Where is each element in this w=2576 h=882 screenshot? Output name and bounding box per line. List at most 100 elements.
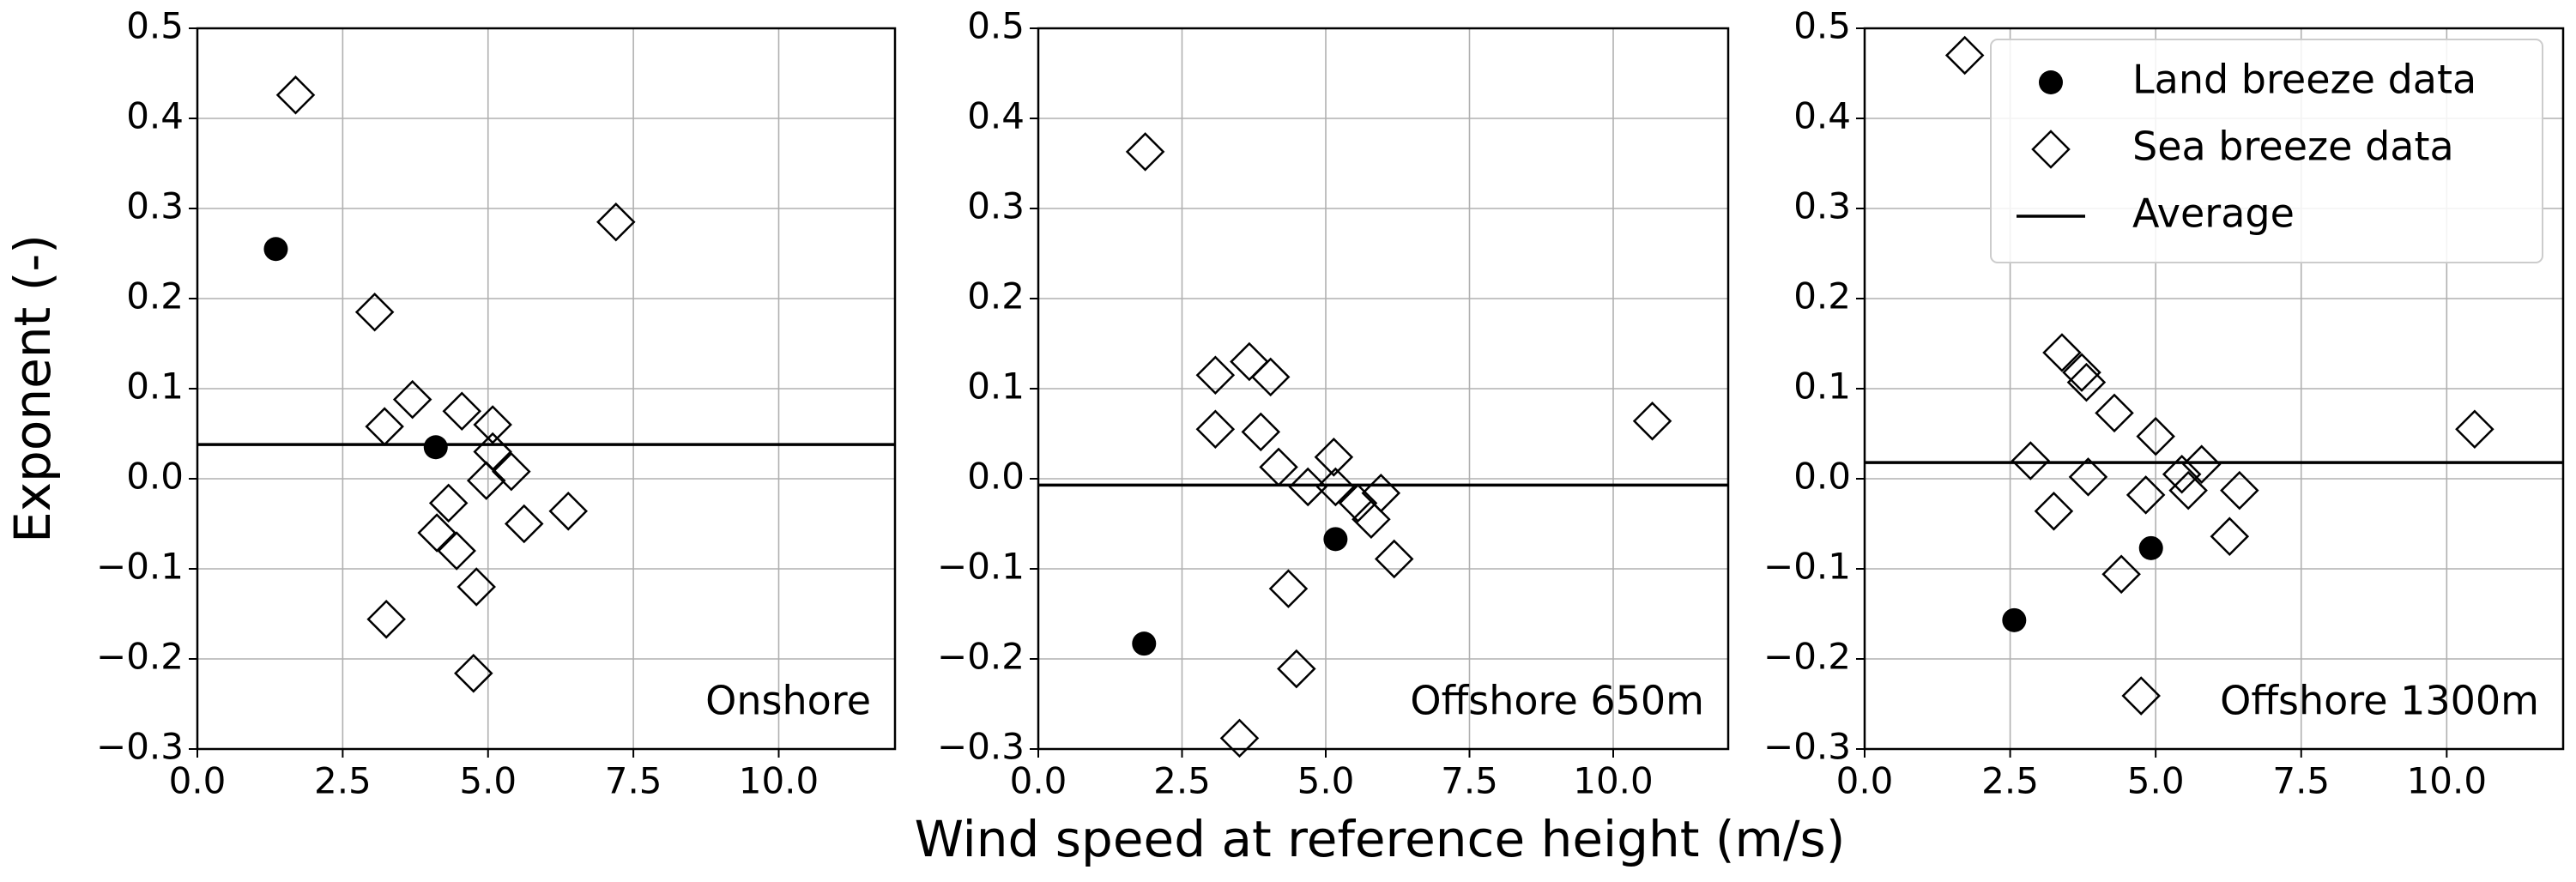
x-tick-label: 5.0 xyxy=(2127,760,2185,802)
y-tick-label: −0.1 xyxy=(96,546,184,588)
y-tick-label: 0.0 xyxy=(967,456,1025,498)
y-tick-label: 0.5 xyxy=(1793,5,1851,47)
panel: −0.3 −0.2 −0.1 0.0 0.1 0.2 0.3 0.4 0.5 0.0 2.5 5.0 7… xyxy=(1763,5,2565,802)
y-tick-label: −0.2 xyxy=(1763,636,1851,678)
sea-point xyxy=(2066,362,2107,402)
sea-point xyxy=(2121,676,2161,716)
land-point xyxy=(423,435,448,460)
sea-point xyxy=(442,391,482,432)
y-tick-label: 0.1 xyxy=(126,365,184,408)
sea-point xyxy=(1632,402,1672,441)
y-tick-label: −0.1 xyxy=(937,546,1025,588)
sea-point xyxy=(1259,447,1298,487)
x-tick-label: 5.0 xyxy=(459,760,517,802)
sea-point xyxy=(1361,474,1401,513)
sea-point xyxy=(1374,539,1414,579)
x-tick-label: 2.5 xyxy=(1981,760,2039,802)
plot-frame xyxy=(1863,27,2565,751)
sea-point xyxy=(1125,132,1165,172)
x-tick-label: 10.0 xyxy=(2407,760,2488,802)
annotation: Offshore 1300m xyxy=(2220,678,2539,724)
x-tick-label: 5.0 xyxy=(1297,760,1355,802)
legend-label: Land breeze data xyxy=(2132,57,2476,103)
y-tick-label: 0.2 xyxy=(967,275,1025,317)
x-tick-label: 2.5 xyxy=(1153,760,1211,802)
sea-point xyxy=(1219,718,1260,758)
sea-point xyxy=(1241,412,1281,452)
plot-frame xyxy=(1037,27,1730,751)
land-point xyxy=(263,237,288,262)
sea-point xyxy=(1277,649,1316,689)
x-axis-label: Wind speed at reference height (m/s) xyxy=(915,810,1846,868)
sea-point xyxy=(366,600,406,639)
sea-point xyxy=(1288,467,1327,507)
y-tick-label: 0.3 xyxy=(126,185,184,227)
sea-point xyxy=(473,405,512,444)
land-point xyxy=(2002,607,2027,632)
sea-point xyxy=(2168,470,2208,510)
sea-point xyxy=(2136,416,2175,456)
sea-point xyxy=(454,654,493,693)
sea-point xyxy=(1338,483,1378,523)
x-tick-label: 0.0 xyxy=(1010,760,1067,802)
sea-point xyxy=(2011,441,2051,480)
sea-point xyxy=(1314,438,1354,477)
sea-point xyxy=(2042,333,2082,372)
y-tick-label: 0.1 xyxy=(1793,365,1851,408)
sea-point xyxy=(466,461,506,500)
sea-point xyxy=(275,75,316,115)
y-axis-label: Exponent (-) xyxy=(3,234,62,543)
sea-point xyxy=(354,292,395,332)
sea-point xyxy=(437,531,476,571)
y-tick-label: 0.5 xyxy=(967,5,1025,47)
sea-point xyxy=(428,483,469,523)
legend-label: Average xyxy=(2132,190,2295,237)
annotation: Onshore xyxy=(705,678,871,724)
y-tick-label: 0.1 xyxy=(967,365,1025,408)
sea-point xyxy=(392,379,432,420)
legend-marker xyxy=(2031,130,2071,169)
y-tick-label: 0.0 xyxy=(126,456,184,498)
sea-point xyxy=(2455,409,2494,450)
x-tick-label: 0.0 xyxy=(169,760,227,802)
y-tick-label: −0.2 xyxy=(937,636,1025,678)
sea-point xyxy=(1195,355,1236,396)
y-tick-label: 0.4 xyxy=(967,95,1025,137)
y-tick-label: 0.0 xyxy=(1793,456,1851,498)
panel: −0.3 −0.2 −0.1 0.0 0.1 0.2 0.3 0.4 0.5 0.0 2.5 5.0 7… xyxy=(937,5,1730,802)
legend-label: Sea breeze data xyxy=(2132,124,2454,170)
x-tick-label: 2.5 xyxy=(314,760,372,802)
sea-point xyxy=(2220,470,2259,510)
y-tick-label: 0.3 xyxy=(967,185,1025,227)
sea-point xyxy=(2210,517,2250,556)
sea-point xyxy=(1268,569,1309,608)
legend-box xyxy=(1990,39,2543,263)
y-tick-label: 0.4 xyxy=(1793,95,1851,137)
sea-point xyxy=(1351,499,1391,540)
y-tick-label: −0.1 xyxy=(1763,546,1851,588)
land-point xyxy=(1323,527,1348,552)
sea-point xyxy=(1250,357,1291,397)
legend-marker xyxy=(2039,70,2063,94)
sea-point xyxy=(2181,444,2222,484)
y-tick-label: 0.4 xyxy=(126,95,184,137)
y-tick-label: −0.2 xyxy=(96,636,184,678)
sea-point xyxy=(2068,457,2108,497)
plot-frame xyxy=(196,27,897,751)
legend: Land breeze data Sea breeze data Average xyxy=(1990,39,2543,263)
y-tick-label: 0.2 xyxy=(1793,275,1851,317)
y-tick-label: 0.5 xyxy=(126,5,184,47)
sea-point xyxy=(1944,35,1985,76)
y-tick-label: −0.3 xyxy=(937,726,1025,768)
x-tick-label: 7.5 xyxy=(1441,760,1498,802)
panel: −0.3 −0.2 −0.1 0.0 0.1 0.2 0.3 0.4 0.5 0.0 2.5 5.0 7… xyxy=(3,5,897,802)
sea-point xyxy=(1230,341,1269,382)
x-tick-label: 0.0 xyxy=(1836,760,1894,802)
y-tick-label: 0.3 xyxy=(1793,185,1851,227)
sea-point xyxy=(473,432,512,472)
x-tick-label: 10.0 xyxy=(1573,760,1654,802)
sea-point xyxy=(1195,409,1236,450)
sea-point xyxy=(1315,467,1356,507)
sea-point xyxy=(548,492,589,531)
sea-point xyxy=(457,567,496,607)
